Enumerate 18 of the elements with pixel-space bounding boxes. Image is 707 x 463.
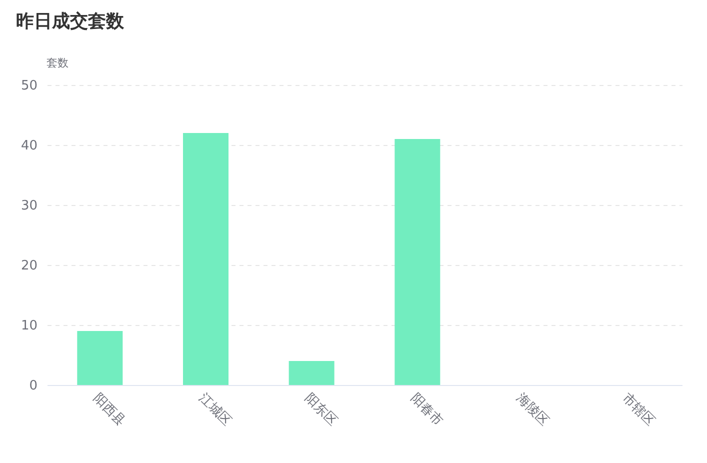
- y-tick-label: 0: [29, 378, 38, 394]
- y-tick-label: 50: [20, 78, 38, 94]
- x-tick-label: 市辖区: [619, 390, 658, 429]
- y-tick-label: 10: [20, 318, 38, 334]
- bar: [394, 139, 440, 385]
- bar: [288, 361, 334, 385]
- y-tick-label: 30: [20, 198, 38, 214]
- x-tick-label: 江城区: [196, 390, 234, 429]
- chart-title: 昨日成交套数: [16, 11, 125, 32]
- y-tick-label: 20: [20, 258, 38, 274]
- bar: [77, 331, 123, 385]
- x-tick-label: 阳东区: [302, 390, 340, 429]
- x-tick-label: 阳西县: [90, 390, 128, 429]
- y-axis-title: 套数: [46, 56, 68, 70]
- bar: [182, 133, 229, 385]
- x-tick-label: 阳春市: [408, 390, 446, 429]
- y-tick-label: 40: [20, 138, 38, 154]
- x-tick-label: 海陵区: [513, 390, 552, 429]
